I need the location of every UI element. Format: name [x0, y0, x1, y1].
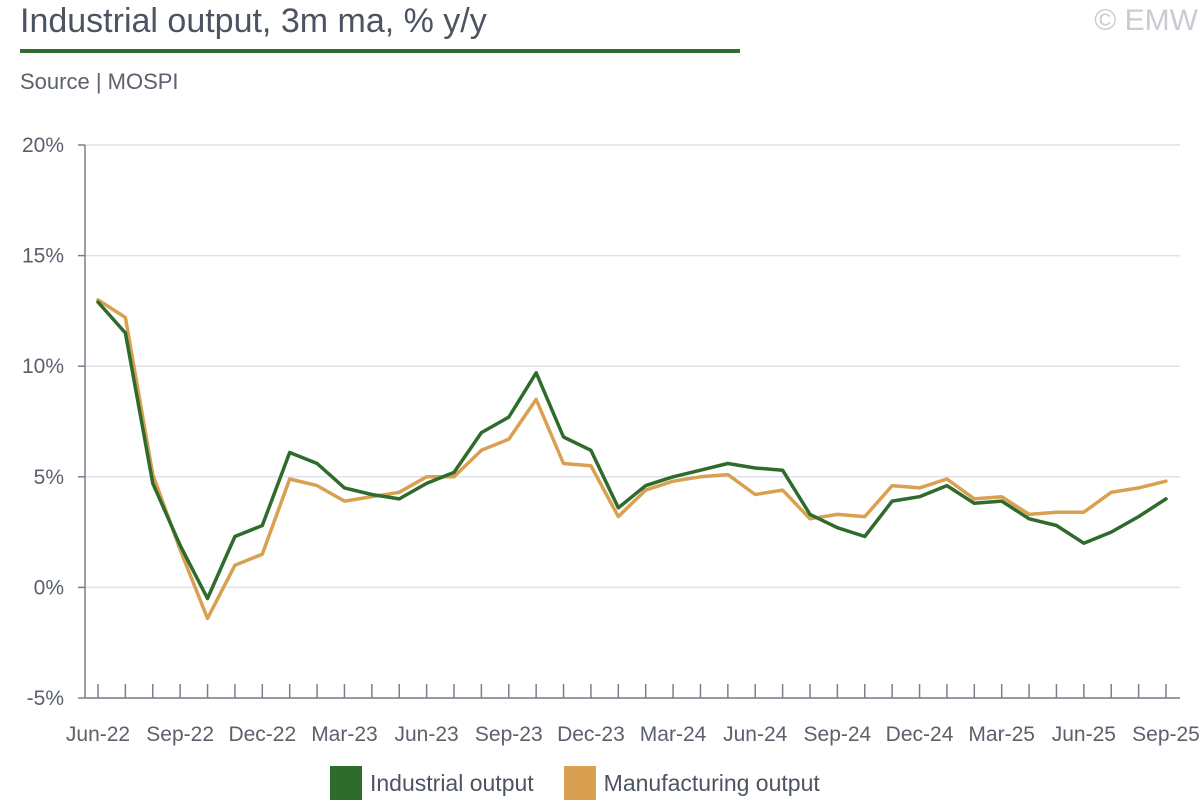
legend: Industrial output Manufacturing output [330, 766, 850, 800]
source-note: Source | MOSPI [20, 69, 179, 94]
series-line-manufacturing-output [96, 298, 1168, 621]
x-tick-label: Sep-22 [146, 723, 214, 746]
series-line-industrial-output [96, 300, 1168, 601]
title-underline [20, 49, 740, 53]
x-tick-label: Jun-25 [1052, 723, 1116, 746]
x-tick-label: Dec-22 [228, 723, 296, 746]
x-tick-label: Mar-25 [968, 723, 1035, 746]
x-tick-label: Sep-25 [1132, 723, 1200, 746]
legend-item-manufacturing: Manufacturing output [563, 766, 820, 800]
copyright-watermark: © EMW [1094, 4, 1198, 37]
y-tick-label: -5% [27, 687, 64, 710]
x-tick-label: Jun-23 [395, 723, 459, 746]
y-tick-label: 15% [22, 245, 64, 268]
x-tick-label: Jun-22 [66, 723, 130, 746]
y-tick-label: 5% [34, 466, 64, 489]
legend-label-industrial: Industrial output [370, 769, 534, 796]
legend-item-industrial: Industrial output [330, 766, 534, 800]
x-tick-label: Dec-24 [886, 723, 954, 746]
x-tick-label: Mar-23 [311, 723, 378, 746]
legend-label-manufacturing: Manufacturing output [603, 769, 820, 796]
y-tick-label: 20% [22, 134, 64, 157]
x-tick-label: Mar-24 [640, 723, 707, 746]
x-tick-label: Jun-24 [723, 723, 788, 746]
y-tick-label: 0% [34, 576, 64, 599]
x-tick-label: Sep-24 [804, 723, 872, 746]
line-chart: 20% 15% 10% 5% 0% -5%Jun-22 Sep-22 Dec-22 Mar-23… [22, 134, 1200, 746]
chart-title: Industrial output, 3m ma, % y/y [20, 2, 487, 40]
x-tick-label: Sep-23 [475, 723, 543, 746]
y-tick-label: 10% [22, 355, 64, 378]
legend-swatch-industrial [330, 766, 362, 800]
legend-swatch-manufacturing [563, 766, 596, 800]
x-tick-label: Dec-23 [557, 723, 625, 746]
